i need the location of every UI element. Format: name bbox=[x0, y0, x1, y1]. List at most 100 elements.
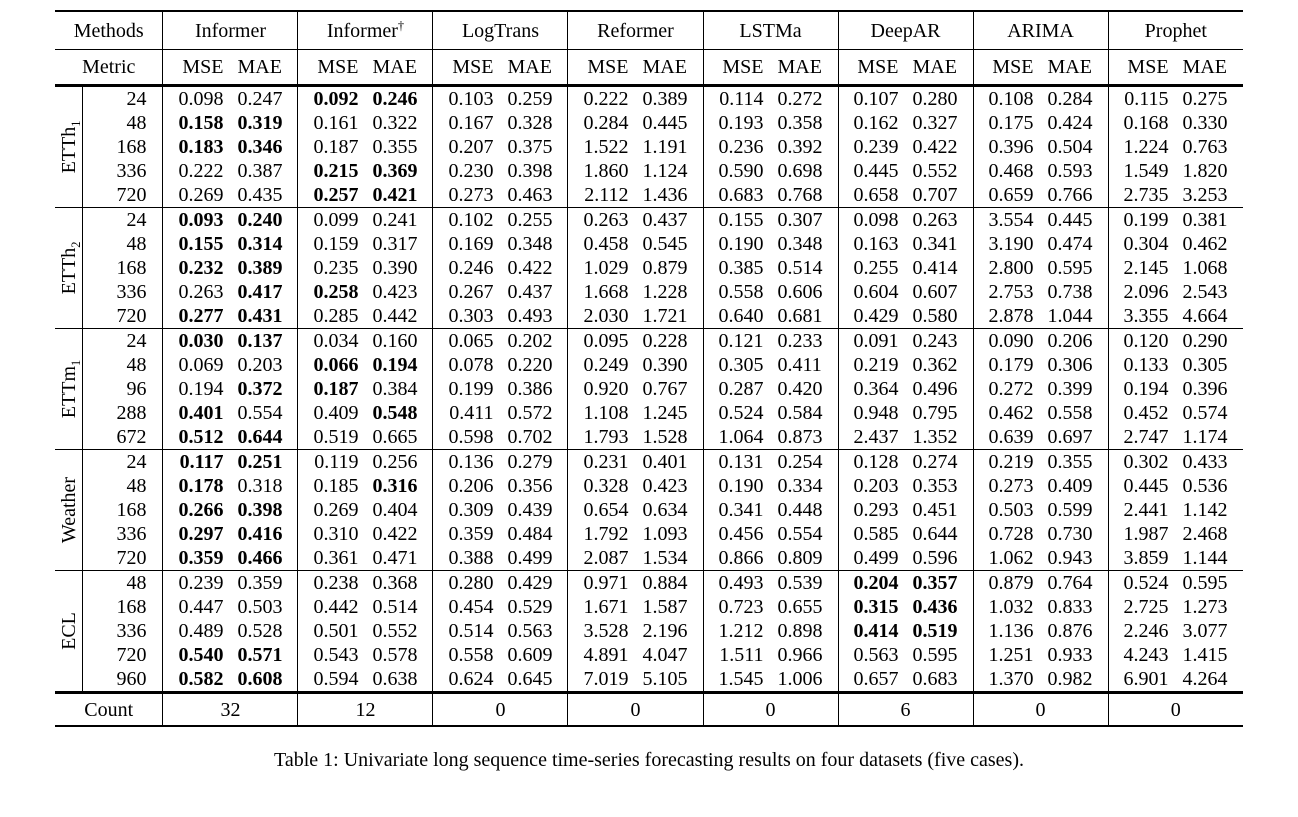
horizon-cell: 168 bbox=[82, 595, 164, 619]
value-cell: 0.178 bbox=[178, 475, 224, 497]
value-cell: 0.203 bbox=[230, 353, 299, 377]
value-cell: 0.266 bbox=[178, 499, 224, 521]
value-cell: 0.241 bbox=[365, 207, 434, 232]
value-cell: 0.420 bbox=[770, 377, 839, 401]
table-row: 96 0.194 0.372 0.187 0.384 0.199 0.386 0.920 0.7… bbox=[55, 377, 1243, 401]
value-cell: 0.230 bbox=[448, 160, 494, 182]
value-cell: 0.314 bbox=[230, 232, 299, 256]
value-cell: 0.435 bbox=[230, 183, 299, 208]
method-header-cell: Informer bbox=[162, 11, 299, 50]
value-cell: 2.145 bbox=[1123, 257, 1169, 279]
dataset-name: ETTh bbox=[57, 126, 80, 174]
horizon-cell: 720 bbox=[82, 183, 164, 208]
value-cell: 2.735 bbox=[1123, 184, 1169, 206]
table-row: 336 0.263 0.417 0.258 0.423 0.267 0.437 1.668 1.… bbox=[55, 280, 1243, 304]
dataset-label-text: ECL bbox=[58, 612, 80, 650]
value-cell: 0.598 bbox=[448, 426, 494, 448]
value-cell: 0.297 bbox=[178, 523, 224, 545]
value-cell: 0.558 bbox=[448, 644, 494, 666]
mse-column-header: MSE bbox=[567, 49, 636, 87]
value-cell: 0.117 bbox=[162, 449, 231, 474]
value-cell: 0.187 bbox=[313, 136, 359, 158]
value-cell: 0.644 bbox=[905, 522, 974, 546]
value-cell: 0.355 bbox=[1040, 449, 1109, 474]
value-cell: 0.396 bbox=[988, 136, 1034, 158]
value-cell: 0.554 bbox=[230, 401, 299, 425]
value-cell: 0.316 bbox=[365, 474, 434, 498]
value-cell: 0.279 bbox=[500, 449, 569, 474]
horizon-cell: 720 bbox=[82, 304, 164, 329]
value-cell: 1.792 bbox=[583, 523, 629, 545]
value-cell: 1.668 bbox=[583, 281, 629, 303]
horizon-cell: 288 bbox=[82, 401, 164, 425]
mse-column-header: MSE bbox=[1108, 49, 1176, 87]
value-cell: 0.102 bbox=[432, 207, 501, 232]
horizon-cell: 24 bbox=[82, 328, 164, 353]
value-cell: 0.504 bbox=[1040, 135, 1109, 159]
value-cell: 0.293 bbox=[853, 499, 899, 521]
value-cell: 1.820 bbox=[1182, 160, 1228, 182]
mae-column-header: MAE bbox=[500, 49, 569, 87]
value-cell: 0.920 bbox=[583, 378, 629, 400]
value-cell: 0.251 bbox=[230, 449, 299, 474]
value-cell: 0.158 bbox=[178, 112, 224, 134]
value-cell: 0.738 bbox=[1040, 280, 1109, 304]
value-cell: 0.257 bbox=[313, 184, 359, 206]
value-cell: 0.131 bbox=[703, 449, 771, 474]
value-cell: 0.574 bbox=[1182, 402, 1228, 424]
value-cell: 0.136 bbox=[432, 449, 501, 474]
value-cell: 1.224 bbox=[1123, 136, 1169, 158]
table-row: 336 0.297 0.416 0.310 0.422 0.359 0.484 1.792 1.… bbox=[55, 522, 1243, 546]
count-cell: 0 bbox=[432, 691, 569, 726]
value-cell: 0.199 bbox=[448, 378, 494, 400]
value-cell: 0.078 bbox=[448, 354, 494, 376]
mae-column-header: MAE bbox=[635, 49, 704, 87]
value-cell: 0.202 bbox=[500, 328, 569, 353]
table-row: 720 0.277 0.431 0.285 0.442 0.303 0.493 2.030 1.… bbox=[55, 304, 1243, 329]
value-cell: 1.534 bbox=[635, 546, 704, 571]
value-cell: 0.194 bbox=[178, 378, 224, 400]
value-cell: 0.066 bbox=[313, 354, 359, 376]
value-cell: 0.160 bbox=[365, 328, 434, 353]
value-cell: 0.396 bbox=[1182, 378, 1228, 400]
value-cell: 0.258 bbox=[313, 281, 359, 303]
value-cell: 0.645 bbox=[500, 667, 569, 693]
value-cell: 0.548 bbox=[365, 401, 434, 425]
value-cell: 0.879 bbox=[973, 570, 1041, 595]
value-cell: 0.971 bbox=[567, 570, 636, 595]
value-cell: 0.239 bbox=[162, 570, 231, 595]
value-cell: 0.493 bbox=[500, 304, 569, 329]
value-cell: 0.207 bbox=[448, 136, 494, 158]
horizon-cell: 672 bbox=[82, 425, 164, 450]
value-cell: 0.657 bbox=[853, 668, 899, 690]
value-cell: 2.441 bbox=[1123, 499, 1169, 521]
value-cell: 0.372 bbox=[230, 377, 299, 401]
value-cell: 0.239 bbox=[853, 136, 899, 158]
value-cell: 0.572 bbox=[500, 401, 569, 425]
value-cell: 1.549 bbox=[1123, 160, 1169, 182]
value-cell: 0.809 bbox=[770, 546, 839, 571]
horizon-cell: 336 bbox=[82, 159, 164, 183]
value-cell: 0.437 bbox=[500, 280, 569, 304]
value-cell: 0.388 bbox=[448, 547, 494, 569]
value-cell: 0.658 bbox=[853, 184, 899, 206]
value-cell: 0.254 bbox=[770, 449, 839, 474]
value-cell: 0.107 bbox=[853, 88, 899, 110]
value-cell: 0.398 bbox=[230, 498, 299, 522]
value-cell: 0.873 bbox=[770, 425, 839, 450]
value-cell: 0.285 bbox=[313, 305, 359, 327]
mae-column-header: MAE bbox=[1175, 49, 1244, 87]
value-cell: 0.168 bbox=[1123, 112, 1169, 134]
value-cell: 0.763 bbox=[1182, 136, 1228, 158]
value-cell: 1.370 bbox=[988, 668, 1034, 690]
value-cell: 0.287 bbox=[718, 378, 764, 400]
value-cell: 1.064 bbox=[718, 426, 764, 448]
value-cell: 0.155 bbox=[703, 207, 771, 232]
value-cell: 1.228 bbox=[635, 280, 704, 304]
method-name: LSTMa bbox=[739, 19, 802, 42]
value-cell: 0.411 bbox=[449, 402, 494, 424]
value-cell: 0.385 bbox=[718, 257, 764, 279]
value-cell: 0.090 bbox=[973, 328, 1041, 353]
value-cell: 0.489 bbox=[178, 620, 224, 642]
value-cell: 0.437 bbox=[635, 207, 704, 232]
